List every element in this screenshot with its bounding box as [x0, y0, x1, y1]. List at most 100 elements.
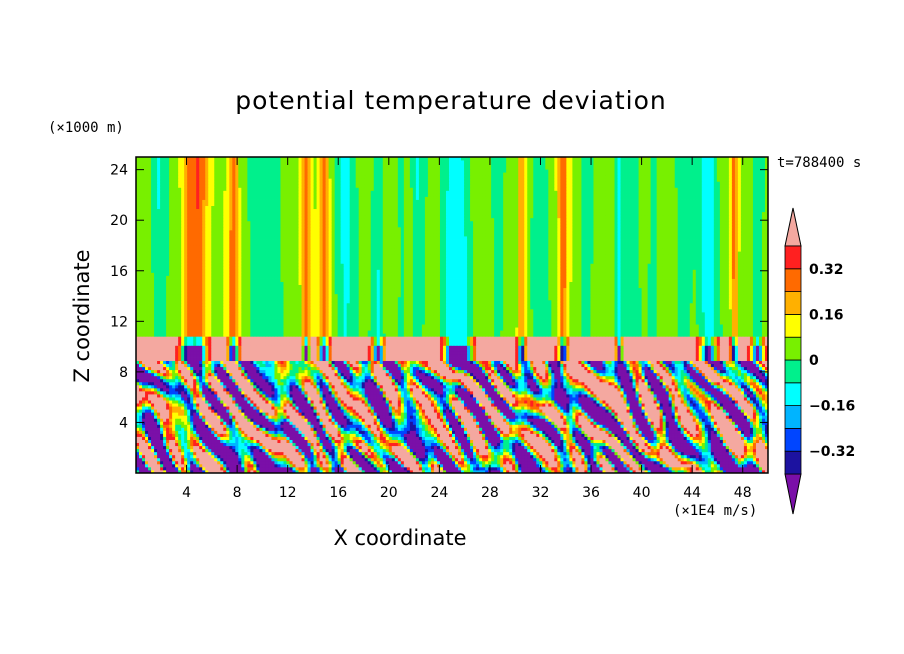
- field-cell: [166, 436, 170, 440]
- field-cell: [755, 406, 760, 410]
- field-cell: [262, 415, 266, 419]
- field-cell: [458, 436, 462, 440]
- field-cell: [370, 463, 375, 468]
- field-cell: [458, 430, 462, 434]
- field-cell: [328, 442, 333, 447]
- field-cell: [295, 442, 299, 447]
- field-cell: [175, 430, 179, 434]
- field-cell: [427, 433, 432, 437]
- field-cell: [178, 433, 182, 437]
- field-cell: [349, 439, 354, 444]
- field-cell: [515, 427, 519, 431]
- field-cell: [409, 451, 414, 456]
- field-cell: [223, 442, 227, 447]
- field-cell: [286, 409, 290, 413]
- field-cell: [599, 421, 603, 425]
- field-cell: [671, 415, 676, 419]
- field-cell: [758, 427, 763, 431]
- field-cell: [307, 421, 311, 425]
- field-cell: [488, 433, 492, 437]
- field-cell: [734, 403, 739, 407]
- field-cell: [746, 421, 751, 425]
- field-cell: [175, 439, 179, 444]
- field-cell: [394, 466, 399, 471]
- field-cell: [430, 448, 435, 453]
- field-cell: [151, 460, 155, 465]
- field-cell: [160, 412, 164, 416]
- field-cell: [388, 442, 393, 447]
- field-cell: [340, 445, 345, 450]
- field-cell: [503, 400, 507, 404]
- field-cell: [656, 436, 661, 440]
- field-cell: [265, 454, 269, 459]
- field-cell: [136, 403, 140, 407]
- field-cell: [491, 445, 495, 450]
- field-cell: [160, 454, 164, 459]
- field-cell: [509, 466, 513, 471]
- field-cell: [584, 442, 588, 447]
- field-cell: [352, 466, 357, 471]
- field-cell: [376, 469, 381, 473]
- field-cell: [614, 418, 618, 422]
- field-cell: [187, 403, 191, 407]
- field-cell: [626, 430, 630, 434]
- field-cell: [319, 439, 323, 444]
- field-cell: [620, 406, 624, 410]
- field-cell: [322, 421, 326, 425]
- field-cell: [500, 439, 504, 444]
- field-cell: [569, 433, 573, 437]
- field-cell: [626, 451, 630, 456]
- field-cell: [590, 457, 594, 462]
- field-cell: [596, 460, 600, 465]
- field-cell: [193, 424, 197, 428]
- field-cell: [295, 415, 299, 419]
- field-cell: [358, 466, 363, 471]
- field-cell: [385, 421, 390, 425]
- field-cell: [316, 418, 320, 422]
- field-cell: [617, 457, 621, 462]
- field-cell: [208, 421, 212, 425]
- field-cell: [548, 424, 552, 428]
- field-cell: [470, 418, 474, 422]
- field-cell: [181, 400, 185, 404]
- field-cell: [361, 406, 366, 410]
- field-cell: [352, 463, 357, 468]
- field-cell: [211, 445, 215, 450]
- field-cell: [713, 448, 718, 453]
- field-cell: [424, 427, 429, 431]
- field-cell: [503, 418, 507, 422]
- field-cell: [340, 400, 345, 404]
- field-cell: [397, 460, 402, 465]
- field-cell: [518, 469, 522, 473]
- field-cell: [671, 445, 676, 450]
- field-cell: [659, 421, 664, 425]
- field-cell: [542, 433, 546, 437]
- field-cell: [596, 403, 600, 407]
- field-cell: [752, 409, 757, 413]
- field-cell: [653, 409, 658, 413]
- field-cell: [623, 436, 627, 440]
- field-cell: [349, 415, 354, 419]
- field-cell: [683, 445, 688, 450]
- field-cell: [343, 433, 348, 437]
- field-cell: [554, 433, 558, 437]
- field-cell: [259, 418, 263, 422]
- field-cell: [298, 406, 302, 410]
- field-cell: [364, 430, 369, 434]
- field-cell: [704, 460, 709, 465]
- field-cell: [385, 403, 390, 407]
- field-cell: [226, 412, 230, 416]
- field-cell: [409, 460, 414, 465]
- field-cell: [764, 421, 768, 425]
- field-cell: [388, 418, 393, 422]
- field-cell: [169, 415, 173, 419]
- field-cell: [674, 427, 679, 431]
- field-cell: [659, 445, 664, 450]
- field-cell: [680, 436, 685, 440]
- field-cell: [445, 427, 450, 431]
- field-cell: [145, 466, 149, 471]
- field-cell: [289, 439, 293, 444]
- field-cell: [412, 406, 417, 410]
- field-cell: [247, 457, 251, 462]
- field-cell: [415, 451, 420, 456]
